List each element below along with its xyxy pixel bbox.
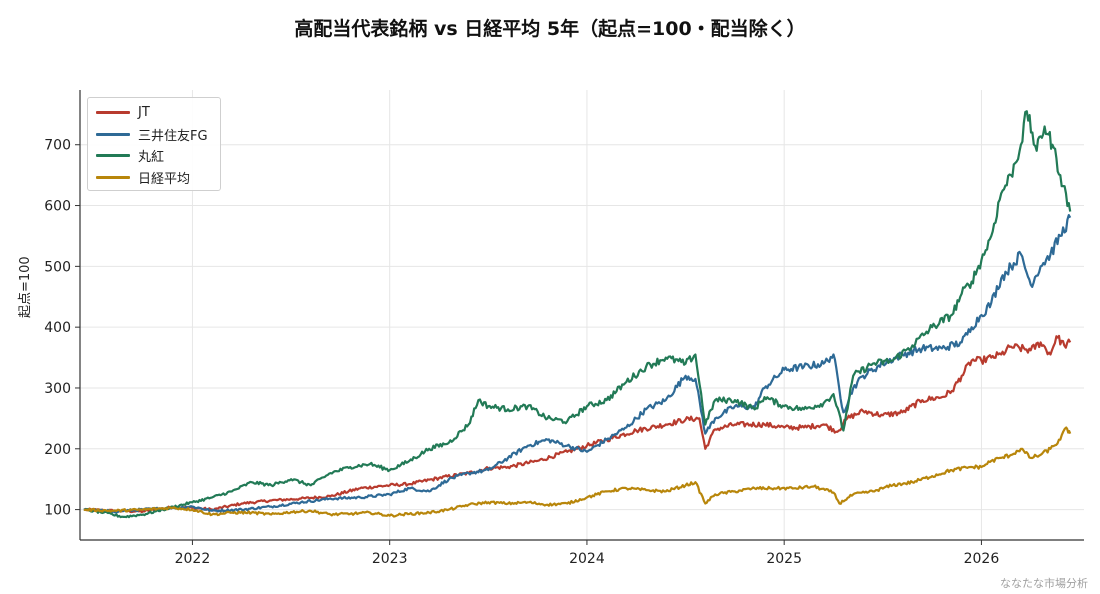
- grid: [80, 90, 1084, 540]
- legend-label: 三井住友FG: [138, 128, 208, 144]
- legend-item: 日経平均: [96, 167, 212, 189]
- legend-swatch: [96, 111, 130, 115]
- y-tick-label: 200: [44, 442, 71, 458]
- x-tick-label: 2022: [175, 551, 211, 567]
- x-tick-label: 2025: [766, 551, 802, 567]
- legend-swatch: [96, 154, 130, 158]
- watermark: ななたな市場分析: [1000, 577, 1088, 590]
- legend-item: JT: [96, 102, 212, 124]
- y-tick-label: 500: [44, 259, 71, 275]
- series-lines: [83, 110, 1072, 519]
- legend-swatch: [96, 175, 130, 179]
- y-tick-label: 400: [44, 320, 71, 336]
- legend-label: 丸紅: [138, 150, 165, 166]
- x-tick-label: 2026: [964, 551, 1000, 567]
- series-line-0: [83, 334, 1072, 514]
- legend-label: 日経平均: [138, 171, 191, 187]
- series-line-1: [83, 214, 1072, 514]
- axes: 100 200 300 400 500 600 700 2022 2023 2024 2025 202…: [44, 90, 1084, 567]
- legend-swatch: [96, 132, 130, 136]
- x-tick-label: 2023: [372, 551, 408, 567]
- x-tick-label: 2024: [569, 551, 605, 567]
- y-tick-label: 600: [44, 199, 71, 215]
- series-line-3: [83, 426, 1072, 518]
- y-tick-label: 300: [44, 381, 71, 397]
- y-tick-label: 100: [44, 503, 71, 519]
- series-line-2: [83, 110, 1072, 519]
- y-tick-label: 700: [44, 138, 71, 154]
- legend-item: 丸紅: [96, 145, 212, 167]
- legend-label: JT: [138, 105, 150, 121]
- legend: JT 三井住友FG 丸紅日経平均: [87, 97, 221, 191]
- chart-title: 高配当代表銘柄 vs 日経平均 5年（起点=100・配当除く）: [294, 18, 806, 40]
- legend-item: 三井住友FG: [96, 124, 212, 146]
